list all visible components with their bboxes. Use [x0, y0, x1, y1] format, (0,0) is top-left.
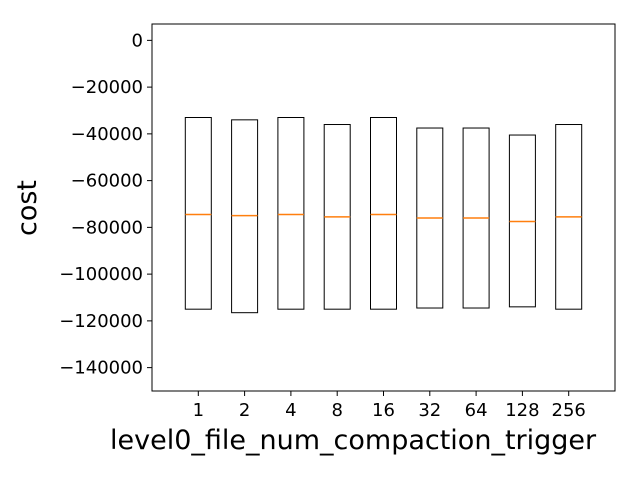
x-tick-label: 4 [285, 400, 296, 421]
y-tick-label: −40000 [71, 124, 143, 145]
y-tick-label: −20000 [71, 77, 143, 98]
x-axis-title: level0_file_num_compaction_trigger [110, 425, 597, 456]
x-tick-label: 128 [505, 400, 539, 421]
x-tick-label: 1 [193, 400, 204, 421]
x-tick-label: 8 [331, 400, 342, 421]
box-4 [277, 117, 305, 310]
x-tick-label: 256 [552, 400, 586, 421]
y-tick-label: −60000 [71, 171, 143, 192]
y-tick-label: −100000 [59, 264, 143, 285]
x-tick-label: 32 [418, 400, 441, 421]
y-axis-title: cost [12, 180, 43, 236]
x-axis: 1 2 4 8 16 32 64 128 256 [193, 391, 586, 421]
boxes-layer [184, 117, 583, 314]
plot-frame [151, 23, 616, 392]
box-16 [370, 117, 397, 310]
y-tick-label: −140000 [59, 358, 143, 379]
y-axis: 0 −20000 −40000 −60000 −80000 −100000 −120000 −… [59, 30, 152, 379]
x-tick-label: 2 [239, 400, 250, 421]
x-tick-label: 16 [372, 400, 395, 421]
y-tick-label: 0 [132, 30, 143, 51]
x-tick-label: 64 [465, 400, 488, 421]
y-tick-label: −80000 [71, 217, 143, 238]
y-tick-label: −120000 [59, 311, 143, 332]
box-1 [184, 117, 212, 310]
